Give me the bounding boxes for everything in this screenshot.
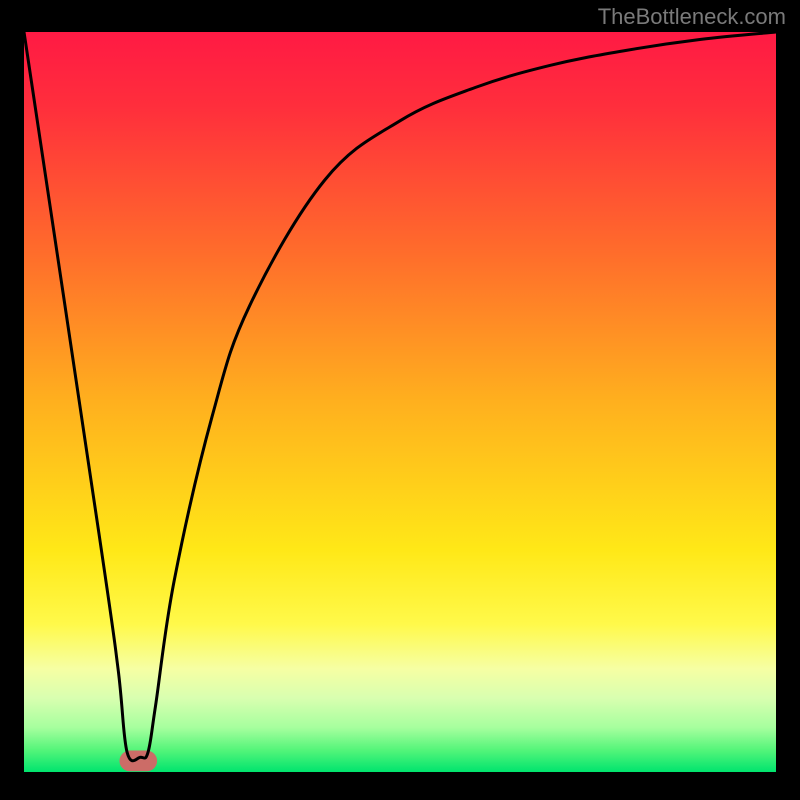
bottleneck-chart	[0, 0, 800, 800]
watermark-text: TheBottleneck.com	[598, 4, 786, 30]
chart-wrapper: TheBottleneck.com	[0, 0, 800, 800]
